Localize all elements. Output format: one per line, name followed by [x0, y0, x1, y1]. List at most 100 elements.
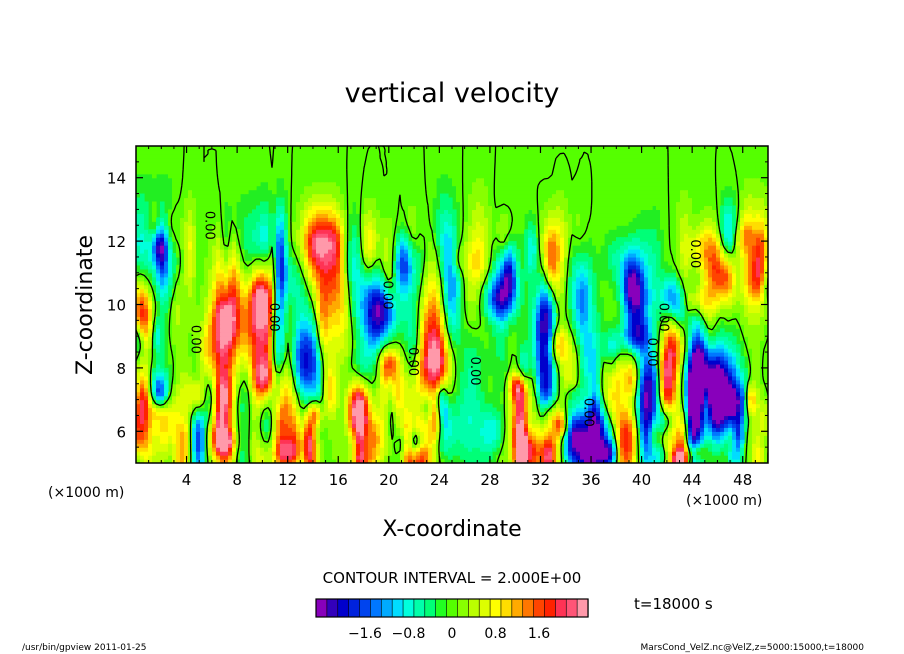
- field-cell: [412, 419, 417, 424]
- field-cell: [436, 423, 441, 428]
- field-cell: [296, 451, 301, 456]
- field-cell: [324, 340, 329, 345]
- field-cell: [612, 423, 617, 428]
- field-cell: [200, 379, 205, 385]
- field-cell: [328, 431, 333, 436]
- field-cell: [748, 427, 753, 432]
- field-cell: [192, 340, 197, 345]
- field-cell: [356, 451, 361, 456]
- field-cell: [320, 340, 325, 345]
- field-cell: [428, 379, 433, 385]
- field-cell: [304, 344, 309, 349]
- field-cell: [692, 336, 697, 341]
- field-cell: [152, 435, 157, 440]
- field-cell: [704, 340, 709, 345]
- field-cell: [596, 423, 601, 428]
- field-cell: [544, 387, 549, 393]
- field-cell: [504, 415, 509, 421]
- field-cell: [292, 348, 297, 353]
- field-cell: [428, 383, 433, 389]
- field-cell: [568, 348, 573, 353]
- field-cell: [656, 415, 661, 421]
- field-cell: [300, 395, 305, 401]
- field-cell: [352, 435, 357, 440]
- field-cell: [384, 379, 389, 385]
- field-cell: [660, 411, 665, 417]
- field-cell: [276, 451, 281, 456]
- field-cell: [724, 387, 729, 393]
- field-cell: [232, 439, 237, 444]
- field-cell: [604, 451, 609, 456]
- field-cell: [260, 332, 265, 337]
- field-cell: [336, 419, 341, 424]
- field-cell: [592, 403, 597, 409]
- field-cell: [704, 423, 709, 428]
- field-cell: [228, 459, 233, 463]
- field-cell: [532, 455, 537, 460]
- field-cell: [724, 427, 729, 432]
- field-cell: [284, 455, 289, 460]
- field-cell: [172, 427, 177, 432]
- field-cell: [608, 336, 613, 341]
- field-cell: [412, 379, 417, 385]
- field-cell: [412, 324, 417, 329]
- field-cell: [416, 379, 421, 385]
- field-cell: [556, 455, 561, 460]
- field-cell: [628, 332, 633, 337]
- field-cell: [740, 407, 745, 413]
- field-cell: [740, 403, 745, 409]
- field-cell: [432, 340, 437, 345]
- field-cell: [736, 371, 741, 377]
- field-cell: [712, 431, 717, 436]
- field-cell: [636, 363, 641, 369]
- field-cell: [384, 455, 389, 460]
- field-cell: [440, 399, 445, 405]
- field-cell: [704, 371, 709, 377]
- field-cell: [712, 375, 717, 381]
- field-cell: [332, 324, 337, 329]
- field-cell: [556, 363, 561, 369]
- field-cell: [424, 411, 429, 417]
- field-cell: [756, 399, 761, 405]
- field-cell: [228, 371, 233, 377]
- field-cell: [548, 379, 553, 385]
- field-cell: [544, 383, 549, 389]
- field-cell: [496, 336, 501, 341]
- field-cell: [560, 367, 565, 373]
- field-cell: [168, 455, 173, 460]
- field-cell: [160, 415, 165, 421]
- field-cell: [756, 427, 761, 432]
- field-cell: [724, 348, 729, 353]
- field-cell: [704, 411, 709, 417]
- field-cell: [340, 336, 345, 341]
- field-cell: [628, 391, 633, 397]
- field-cell: [168, 328, 173, 333]
- field-cell: [580, 359, 585, 365]
- field-cell: [260, 403, 265, 409]
- field-cell: [428, 348, 433, 353]
- field-cell: [144, 363, 149, 369]
- field-cell: [532, 344, 537, 349]
- field-cell: [144, 451, 149, 456]
- field-cell: [564, 344, 569, 349]
- field-cell: [172, 419, 177, 424]
- field-cell: [516, 431, 521, 436]
- field-cell: [476, 419, 481, 424]
- field-cell: [324, 427, 329, 432]
- field-cell: [216, 407, 221, 413]
- field-cell: [248, 395, 253, 401]
- field-cell: [632, 383, 637, 389]
- field-cell: [376, 399, 381, 405]
- field-cell: [408, 399, 413, 405]
- field-cell: [688, 367, 693, 373]
- field-cell: [648, 395, 653, 401]
- field-cell: [268, 367, 273, 373]
- field-cell: [648, 403, 653, 409]
- field-cell: [312, 411, 317, 417]
- field-cell: [264, 344, 269, 349]
- field-cell: [264, 352, 269, 357]
- field-cell: [480, 399, 485, 405]
- field-cell: [512, 455, 517, 460]
- field-cell: [256, 391, 261, 397]
- field-cell: [152, 443, 157, 448]
